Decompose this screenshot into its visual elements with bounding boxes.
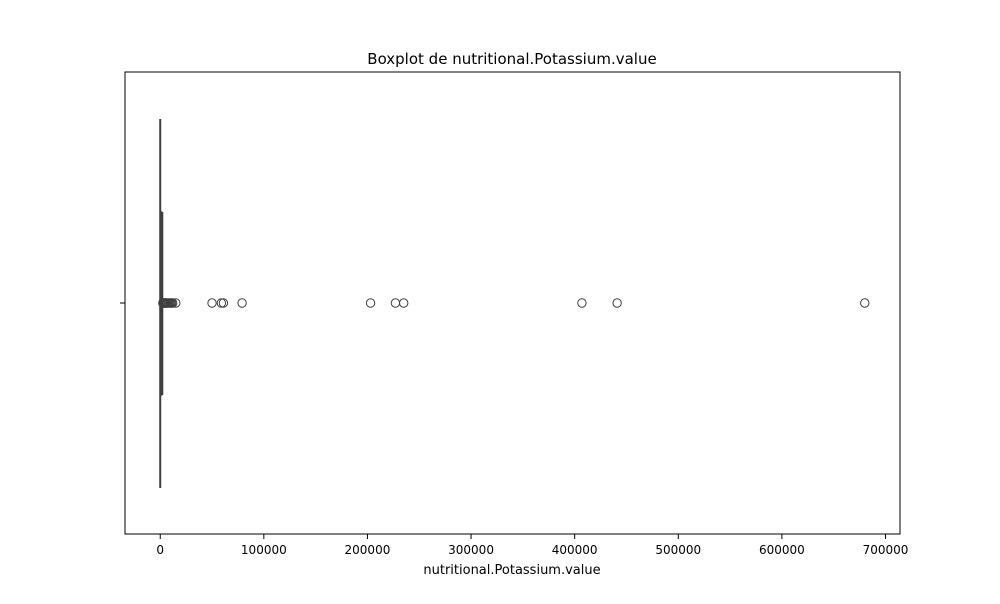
outlier-point — [577, 298, 587, 308]
outlier-point — [399, 298, 409, 308]
outlier-point — [171, 298, 181, 308]
outlier-point — [207, 298, 217, 308]
outlier-point — [860, 298, 870, 308]
outlier-point — [218, 298, 229, 308]
x-tick-label: 0 — [156, 543, 164, 557]
x-tick-label: 300000 — [448, 543, 494, 557]
outlier-point — [237, 298, 247, 308]
x-tick-label: 700000 — [863, 543, 909, 557]
outlier-point — [365, 298, 376, 308]
x-tick-label: 100000 — [241, 543, 287, 557]
chart-title: Boxplot de nutritional.Potassium.value — [367, 50, 656, 68]
plot-area — [158, 119, 870, 488]
x-tick-label: 600000 — [759, 543, 805, 557]
x-tick-label: 200000 — [345, 543, 391, 557]
x-tick-label: 400000 — [552, 543, 598, 557]
axes-frame — [124, 71, 901, 535]
x-axis: 0 100000 200000 300000 400000 500000 600000 700… — [156, 534, 908, 557]
outlier-point — [612, 298, 622, 308]
x-tick-label: 500000 — [655, 543, 701, 557]
outlier-point — [390, 298, 401, 308]
outlier-point — [216, 298, 227, 308]
x-axis-label: nutritional.Potassium.value — [423, 563, 600, 578]
outlier-point — [167, 298, 178, 308]
